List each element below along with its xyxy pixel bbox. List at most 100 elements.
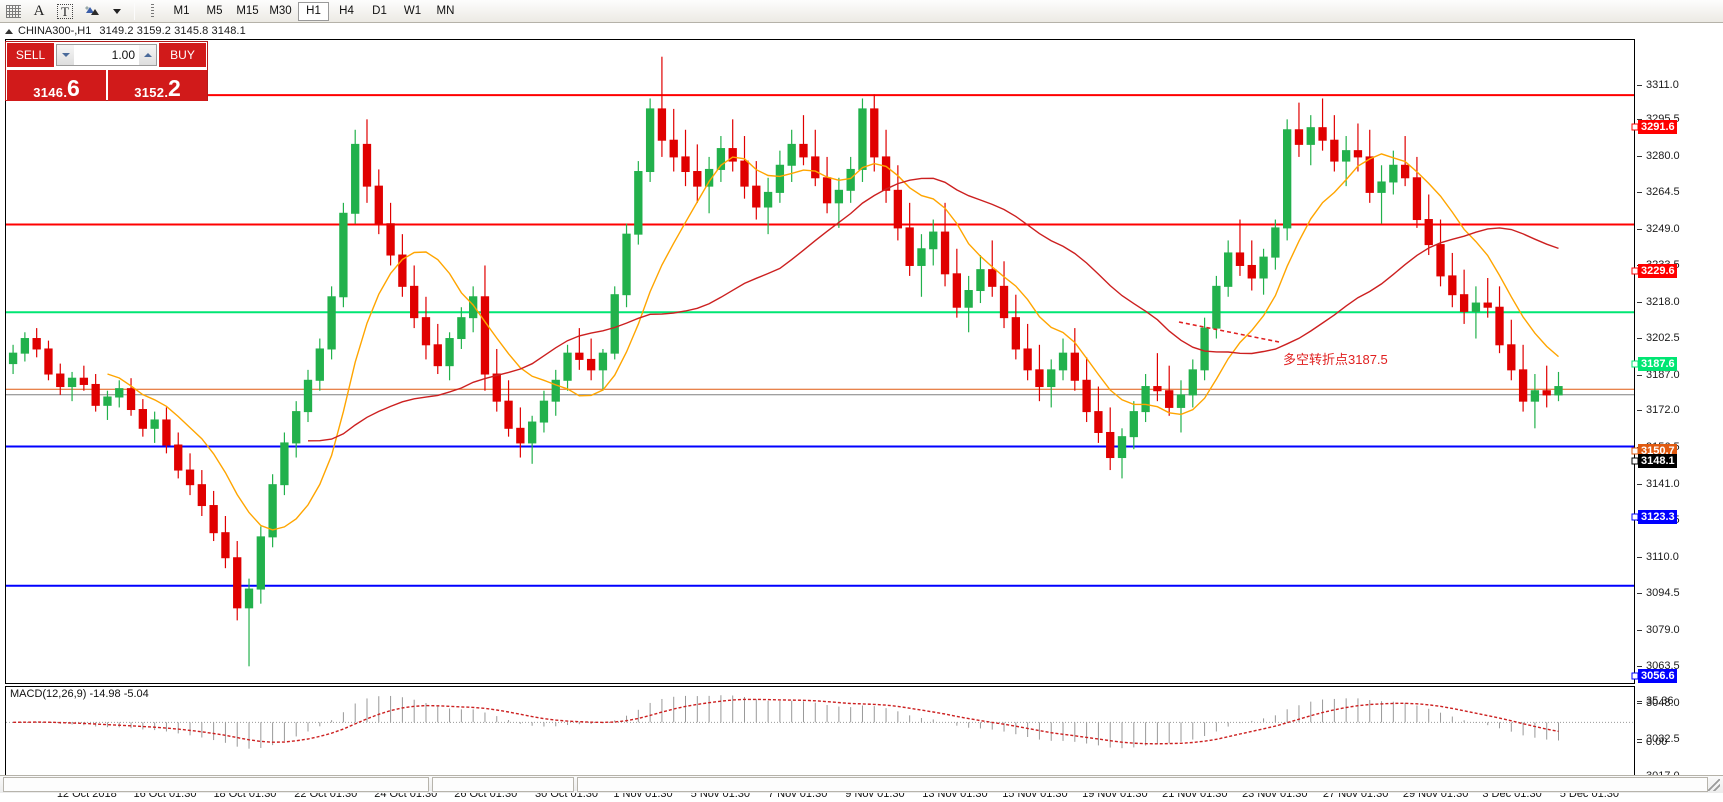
text-label-icon[interactable]: A (33, 2, 45, 19)
candle-body (303, 379, 313, 413)
status-bar (0, 775, 1723, 793)
sell-price-separator: . (63, 85, 67, 100)
candle-body (575, 352, 584, 360)
price-chart-pane[interactable]: 多空转折点3187.5 (5, 39, 1635, 684)
timeframe-h4[interactable]: H4 (339, 5, 354, 17)
candle-body (988, 269, 997, 287)
last-price-tag-3148[interactable]: 3148.1 (1638, 454, 1677, 468)
timeframe-d1[interactable]: D1 (372, 5, 387, 17)
annotation-trendline[interactable] (1178, 321, 1280, 343)
sell-button[interactable]: SELL (7, 43, 54, 67)
candle-body (1542, 390, 1551, 396)
candle-body (138, 409, 148, 429)
support-tag-3123-handle[interactable] (1631, 513, 1639, 521)
candle-body (174, 444, 183, 471)
candle-body (881, 156, 891, 191)
buy-price-display[interactable]: 3152 . 2 (108, 70, 207, 101)
resistance-tag-3291-handle[interactable] (1631, 123, 1639, 131)
candle-body (339, 212, 348, 298)
timeframe-m30[interactable]: M30 (269, 5, 292, 17)
last-price-tag-3148-handle[interactable] (1631, 457, 1639, 465)
candle-body (775, 164, 785, 193)
resistance-tag-3229[interactable]: 3229.6 (1638, 264, 1677, 278)
bid-tag-3150-handle[interactable] (1631, 447, 1639, 455)
buy-button[interactable]: BUY (159, 43, 206, 67)
timeframe-m1[interactable]: M1 (173, 5, 190, 17)
sell-price-display[interactable]: 3146 . 6 (7, 70, 106, 101)
candle-body (834, 189, 844, 204)
timeframe-m5[interactable]: M5 (206, 5, 223, 17)
buy-price-separator: . (164, 85, 168, 100)
candle-body (280, 442, 289, 486)
candle-body (1117, 436, 1127, 459)
candle-body (1271, 227, 1280, 258)
candle-body (398, 254, 407, 287)
timeframe-m15[interactable]: M15 (236, 5, 259, 17)
candle-body (1306, 127, 1315, 145)
axis-tick-label: 3141.0 (1646, 478, 1680, 490)
toolbar-divider (134, 2, 135, 20)
candle-body (681, 156, 690, 173)
candle-body (1294, 129, 1304, 145)
candle-body (551, 379, 560, 402)
pivot-tag-3187[interactable]: 3187.6 (1638, 357, 1677, 371)
candle-body (1483, 302, 1492, 308)
candle-body (999, 285, 1009, 319)
candle-body (740, 160, 749, 187)
volume-value[interactable]: 1.00 (74, 45, 139, 65)
resistance-tag-3229-handle[interactable] (1631, 267, 1639, 275)
timeframe-mn[interactable]: MN (436, 5, 455, 17)
objects-dropdown-icon[interactable] (104, 1, 130, 22)
candle-body (1495, 306, 1504, 346)
candle-body (870, 108, 879, 158)
volume-decrease-button[interactable] (57, 45, 74, 65)
symbol-ohlc: 3149.2 3159.2 3145.8 3148.1 (99, 25, 246, 37)
timeframe-h1[interactable]: H1 (298, 1, 329, 21)
crosshair-grid-icon[interactable] (0, 1, 26, 22)
candle-body (1235, 252, 1245, 266)
triangle-up-icon[interactable] (5, 28, 13, 34)
macd-axis-tick-mark (1637, 742, 1642, 743)
one-click-trading-panel[interactable]: SELL 1.00 BUY 3146 . 6 3152 . 2 (5, 41, 208, 101)
candle-body (846, 168, 855, 191)
volume-stepper[interactable]: 1.00 (56, 44, 157, 66)
candle-body (150, 419, 159, 429)
axis-tick-label: 3032.5 (1646, 733, 1680, 745)
status-cell-1 (3, 777, 430, 792)
axis-tick-mark (1637, 375, 1642, 376)
candle-body (952, 273, 962, 308)
candle-body (1023, 348, 1032, 371)
support-tag-3056-handle[interactable] (1631, 672, 1639, 680)
pivot-tag-3187-handle[interactable] (1631, 360, 1639, 368)
candle-body (504, 400, 513, 429)
support-tag-3056[interactable]: 3056.6 (1638, 669, 1677, 683)
candle-body (1129, 411, 1138, 438)
candle-body (893, 189, 903, 229)
candle-body (56, 373, 65, 388)
candle-body (1424, 219, 1433, 246)
candle-body (1318, 127, 1327, 141)
axis-tick-mark (1637, 593, 1642, 594)
resize-grip-icon[interactable] (1708, 778, 1720, 791)
axis-tick-mark (1637, 338, 1642, 339)
candle-body (1047, 369, 1056, 388)
candle-body (233, 557, 242, 609)
timeframe-w1[interactable]: W1 (403, 5, 422, 17)
text-box-icon[interactable]: T (52, 1, 78, 22)
candle-body (1011, 317, 1020, 350)
price-axis[interactable]: 3311.03295.53280.03264.53249.03233.53218… (1631, 39, 1723, 789)
candle-body (752, 185, 761, 208)
candle-body (516, 427, 525, 444)
objects-icon[interactable] (78, 1, 104, 22)
resistance-tag-3291[interactable]: 3291.6 (1638, 120, 1677, 134)
macd-indicator-pane[interactable]: MACD(12,26,9) -14.98 -5.04 (5, 686, 1635, 786)
candle-body (1058, 352, 1068, 371)
support-tag-3123[interactable]: 3123.3 (1638, 510, 1677, 524)
axis-tick-mark (1637, 119, 1642, 120)
chart-container[interactable]: 多空转折点3187.5 MACD(12,26,9) -14.98 -5.04 3… (0, 38, 1723, 800)
axis-tick-mark (1637, 229, 1642, 230)
candle-body (539, 400, 549, 423)
candle-body (410, 285, 419, 319)
volume-increase-button[interactable] (139, 45, 156, 65)
candle-body (1400, 164, 1410, 179)
